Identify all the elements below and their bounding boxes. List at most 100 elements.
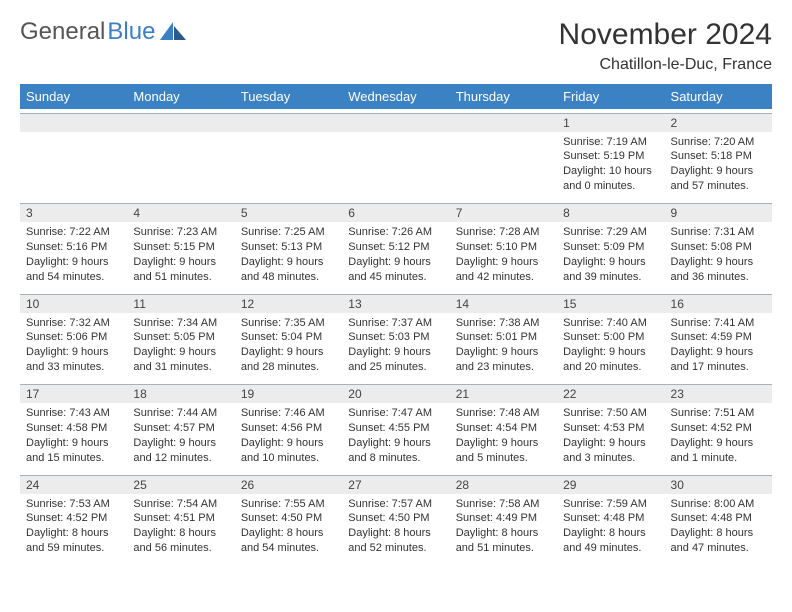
sunset-line: Sunset: 5:01 PM bbox=[456, 330, 551, 345]
sunset-line: Sunset: 4:58 PM bbox=[26, 421, 121, 436]
sunrise-line: Sunrise: 7:41 AM bbox=[671, 316, 766, 331]
day-number-cell bbox=[342, 113, 449, 132]
sunrise-line: Sunrise: 7:23 AM bbox=[133, 225, 228, 240]
day-number-cell: 12 bbox=[235, 294, 342, 313]
sunrise-line: Sunrise: 7:53 AM bbox=[26, 497, 121, 512]
day-number-cell: 17 bbox=[20, 385, 127, 404]
sunrise-line: Sunrise: 7:40 AM bbox=[563, 316, 658, 331]
sunrise-line: Sunrise: 7:28 AM bbox=[456, 225, 551, 240]
day-number-cell: 27 bbox=[342, 475, 449, 494]
daylight-line: Daylight: 8 hours and 47 minutes. bbox=[671, 526, 766, 556]
weekday-header: Wednesday bbox=[342, 84, 449, 109]
sunrise-line: Sunrise: 7:46 AM bbox=[241, 406, 336, 421]
day-data-cell: Sunrise: 7:25 AMSunset: 5:13 PMDaylight:… bbox=[235, 222, 342, 294]
day-data-cell: Sunrise: 7:44 AMSunset: 4:57 PMDaylight:… bbox=[127, 403, 234, 475]
sunset-line: Sunset: 5:05 PM bbox=[133, 330, 228, 345]
sunrise-line: Sunrise: 7:35 AM bbox=[241, 316, 336, 331]
calendar-table: SundayMondayTuesdayWednesdayThursdayFrid… bbox=[20, 84, 772, 566]
sunset-line: Sunset: 4:53 PM bbox=[563, 421, 658, 436]
daylight-line: Daylight: 9 hours and 42 minutes. bbox=[456, 255, 551, 285]
day-number-row: 12 bbox=[20, 113, 772, 132]
sunset-line: Sunset: 4:52 PM bbox=[26, 511, 121, 526]
day-number-cell bbox=[127, 113, 234, 132]
day-number-cell: 3 bbox=[20, 204, 127, 223]
sunrise-line: Sunrise: 7:54 AM bbox=[133, 497, 228, 512]
day-data-cell: Sunrise: 7:47 AMSunset: 4:55 PMDaylight:… bbox=[342, 403, 449, 475]
sunset-line: Sunset: 4:51 PM bbox=[133, 511, 228, 526]
daylight-line: Daylight: 8 hours and 49 minutes. bbox=[563, 526, 658, 556]
day-data-cell: Sunrise: 7:31 AMSunset: 5:08 PMDaylight:… bbox=[665, 222, 772, 294]
daylight-line: Daylight: 9 hours and 15 minutes. bbox=[26, 436, 121, 466]
day-data-cell: Sunrise: 8:00 AMSunset: 4:48 PMDaylight:… bbox=[665, 494, 772, 566]
daylight-line: Daylight: 9 hours and 10 minutes. bbox=[241, 436, 336, 466]
brand-part2: Blue bbox=[107, 18, 155, 46]
sunset-line: Sunset: 4:57 PM bbox=[133, 421, 228, 436]
day-data-cell bbox=[127, 132, 234, 204]
daylight-line: Daylight: 9 hours and 5 minutes. bbox=[456, 436, 551, 466]
sunrise-line: Sunrise: 7:47 AM bbox=[348, 406, 443, 421]
day-number-cell: 5 bbox=[235, 204, 342, 223]
brand-part1: General bbox=[20, 18, 105, 46]
daylight-line: Daylight: 8 hours and 51 minutes. bbox=[456, 526, 551, 556]
day-number-cell: 26 bbox=[235, 475, 342, 494]
sunset-line: Sunset: 5:06 PM bbox=[26, 330, 121, 345]
day-number-cell: 2 bbox=[665, 113, 772, 132]
day-data-row: Sunrise: 7:32 AMSunset: 5:06 PMDaylight:… bbox=[20, 313, 772, 385]
sunrise-line: Sunrise: 7:22 AM bbox=[26, 225, 121, 240]
sunset-line: Sunset: 4:52 PM bbox=[671, 421, 766, 436]
day-number-cell: 4 bbox=[127, 204, 234, 223]
day-number-cell: 16 bbox=[665, 294, 772, 313]
sunrise-line: Sunrise: 8:00 AM bbox=[671, 497, 766, 512]
sunset-line: Sunset: 4:54 PM bbox=[456, 421, 551, 436]
day-data-cell: Sunrise: 7:58 AMSunset: 4:49 PMDaylight:… bbox=[450, 494, 557, 566]
location: Chatillon-le-Duc, France bbox=[559, 56, 772, 74]
daylight-line: Daylight: 9 hours and 57 minutes. bbox=[671, 164, 766, 194]
daylight-line: Daylight: 9 hours and 3 minutes. bbox=[563, 436, 658, 466]
sunset-line: Sunset: 5:00 PM bbox=[563, 330, 658, 345]
day-number-row: 3456789 bbox=[20, 204, 772, 223]
sunset-line: Sunset: 5:13 PM bbox=[241, 240, 336, 255]
sunset-line: Sunset: 5:15 PM bbox=[133, 240, 228, 255]
day-number-cell: 11 bbox=[127, 294, 234, 313]
day-number-cell: 19 bbox=[235, 385, 342, 404]
day-number-cell bbox=[235, 113, 342, 132]
sunset-line: Sunset: 5:18 PM bbox=[671, 149, 766, 164]
day-data-cell: Sunrise: 7:19 AMSunset: 5:19 PMDaylight:… bbox=[557, 132, 664, 204]
day-number-cell: 15 bbox=[557, 294, 664, 313]
day-number-row: 17181920212223 bbox=[20, 385, 772, 404]
day-number-cell: 8 bbox=[557, 204, 664, 223]
daylight-line: Daylight: 9 hours and 28 minutes. bbox=[241, 345, 336, 375]
day-data-cell: Sunrise: 7:20 AMSunset: 5:18 PMDaylight:… bbox=[665, 132, 772, 204]
sunrise-line: Sunrise: 7:25 AM bbox=[241, 225, 336, 240]
sunrise-line: Sunrise: 7:26 AM bbox=[348, 225, 443, 240]
daylight-line: Daylight: 9 hours and 31 minutes. bbox=[133, 345, 228, 375]
day-number-cell: 6 bbox=[342, 204, 449, 223]
sunset-line: Sunset: 4:55 PM bbox=[348, 421, 443, 436]
sunrise-line: Sunrise: 7:50 AM bbox=[563, 406, 658, 421]
sunset-line: Sunset: 5:08 PM bbox=[671, 240, 766, 255]
day-number-row: 10111213141516 bbox=[20, 294, 772, 313]
day-data-cell bbox=[342, 132, 449, 204]
sunrise-line: Sunrise: 7:55 AM bbox=[241, 497, 336, 512]
daylight-line: Daylight: 9 hours and 36 minutes. bbox=[671, 255, 766, 285]
day-data-cell: Sunrise: 7:35 AMSunset: 5:04 PMDaylight:… bbox=[235, 313, 342, 385]
day-data-row: Sunrise: 7:19 AMSunset: 5:19 PMDaylight:… bbox=[20, 132, 772, 204]
sunrise-line: Sunrise: 7:48 AM bbox=[456, 406, 551, 421]
day-number-cell bbox=[20, 113, 127, 132]
sunset-line: Sunset: 4:48 PM bbox=[563, 511, 658, 526]
day-data-cell: Sunrise: 7:51 AMSunset: 4:52 PMDaylight:… bbox=[665, 403, 772, 475]
day-number-cell: 25 bbox=[127, 475, 234, 494]
daylight-line: Daylight: 8 hours and 54 minutes. bbox=[241, 526, 336, 556]
weekday-header: Sunday bbox=[20, 84, 127, 109]
daylight-line: Daylight: 10 hours and 0 minutes. bbox=[563, 164, 658, 194]
sunset-line: Sunset: 4:50 PM bbox=[348, 511, 443, 526]
day-data-cell: Sunrise: 7:55 AMSunset: 4:50 PMDaylight:… bbox=[235, 494, 342, 566]
sunrise-line: Sunrise: 7:58 AM bbox=[456, 497, 551, 512]
sunset-line: Sunset: 5:12 PM bbox=[348, 240, 443, 255]
day-number-cell: 14 bbox=[450, 294, 557, 313]
day-number-cell: 23 bbox=[665, 385, 772, 404]
daylight-line: Daylight: 9 hours and 23 minutes. bbox=[456, 345, 551, 375]
sunrise-line: Sunrise: 7:43 AM bbox=[26, 406, 121, 421]
calendar-body: 12Sunrise: 7:19 AMSunset: 5:19 PMDayligh… bbox=[20, 109, 772, 566]
sunset-line: Sunset: 5:10 PM bbox=[456, 240, 551, 255]
